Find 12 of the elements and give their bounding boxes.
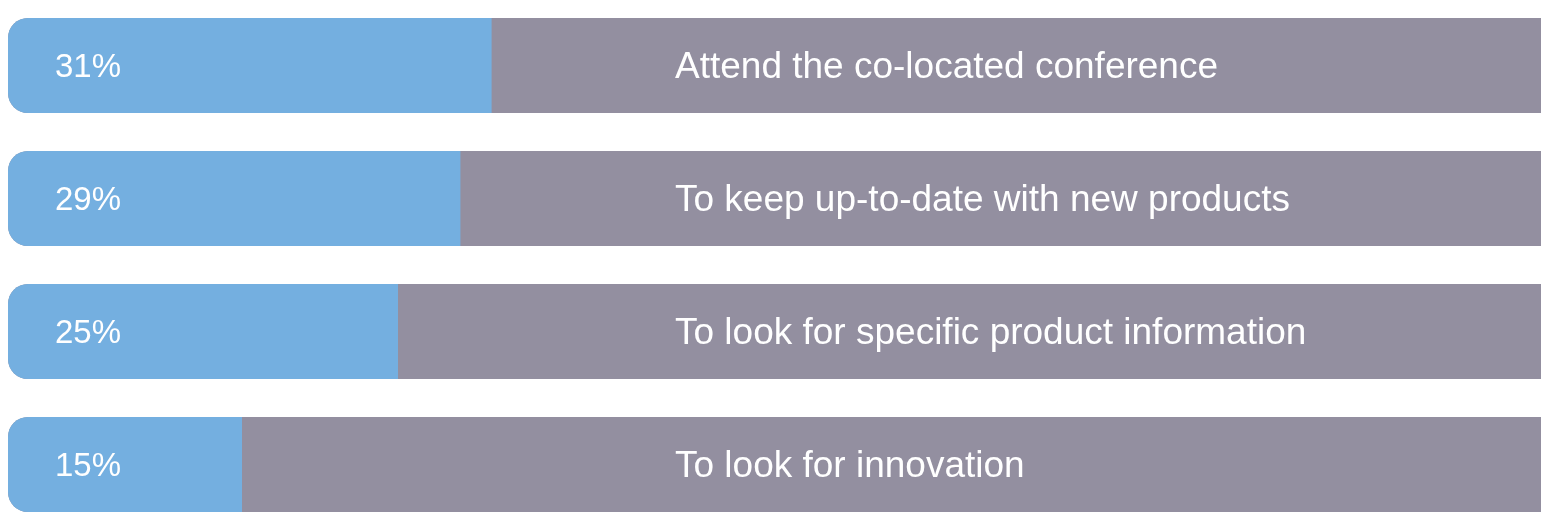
- y-tick-label: Attend the co-located conference: [675, 45, 1219, 87]
- y-tick-label: To look for specific product information: [675, 311, 1307, 353]
- data-label: 15%: [55, 446, 122, 484]
- data-label: 25%: [55, 313, 122, 351]
- bar: [8, 284, 398, 379]
- bar: [8, 417, 242, 512]
- y-tick-label: To keep up-to-date with new products: [675, 178, 1290, 220]
- bar: [8, 18, 492, 113]
- data-label: 29%: [55, 180, 122, 218]
- y-tick-label: To look for innovation: [675, 444, 1025, 486]
- bar: [8, 151, 461, 246]
- data-label: 31%: [55, 47, 122, 85]
